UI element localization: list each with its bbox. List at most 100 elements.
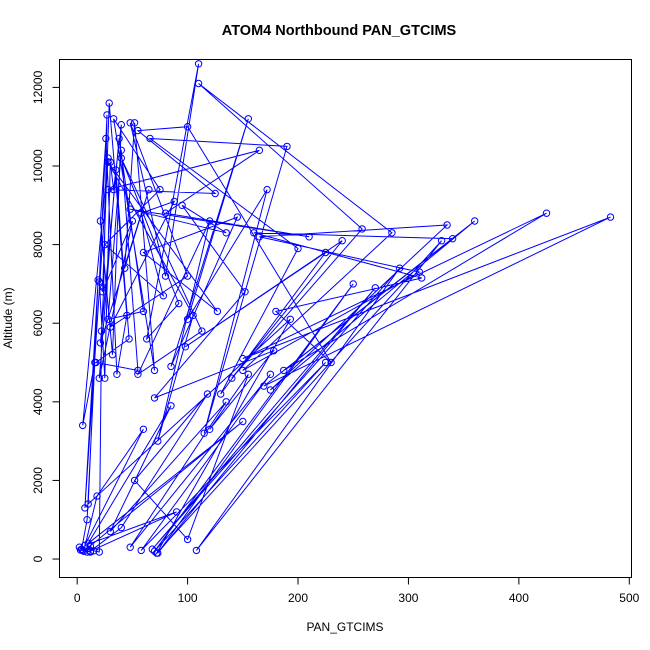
data-point [105,99,113,107]
data-point [448,235,457,243]
data-point [139,307,148,316]
data-point [241,288,249,296]
data-point [79,421,87,430]
data-point [181,343,190,351]
data-point [97,327,106,335]
data-point [266,370,275,378]
data-point [121,264,129,272]
data-point [93,492,101,500]
data-point [112,166,120,174]
data-point [106,323,115,331]
data-point [255,233,264,241]
data-point [137,209,145,217]
data-point [228,374,236,382]
x-tick-label: 500 [619,591,639,605]
data-point [126,543,134,551]
data-point [104,154,112,162]
x-axis-label: PAN_GTCIMS [306,620,383,634]
data-point [109,185,118,194]
data-point [117,154,126,162]
data-point [437,237,446,245]
data-point [321,358,330,367]
data-point [123,311,131,320]
data-point [213,307,222,316]
data-point [139,425,148,433]
data-point [250,229,258,237]
data-point [388,229,396,237]
data-point [130,476,139,485]
points-layer [75,60,615,557]
data-point [305,233,313,241]
data-point [327,358,335,367]
data-point [222,229,230,237]
y-tick-label: 4000 [31,388,45,415]
data-point [211,189,219,198]
data-point [104,158,112,166]
data-point [102,134,110,143]
data-point [161,209,170,217]
data-point [206,425,214,433]
data-point [283,142,291,151]
data-point [98,288,107,296]
x-tick-label: 200 [288,591,308,605]
data-point [154,437,162,445]
data-point [134,370,142,378]
data-point [266,386,275,394]
data-point [106,158,115,166]
data-point [95,548,104,556]
data-point [76,546,85,554]
data-point [194,79,203,88]
data-point [77,545,86,553]
data-point [606,213,615,221]
data-point [145,185,153,194]
data-point [150,366,159,375]
data-point [167,362,175,371]
y-tick-label: 6000 [31,310,45,337]
data-point [222,398,230,406]
series-line-0 [79,63,611,554]
data-point [81,504,89,512]
y-tick-label: 2000 [31,467,45,494]
data-point [443,221,451,229]
data-point [96,339,105,347]
x-tick-label: 0 [74,591,81,605]
data-point [358,225,366,233]
data-point [91,358,99,367]
data-point [95,374,104,382]
data-point [159,292,168,300]
x-tick-label: 400 [509,591,529,605]
data-point [542,209,551,217]
y-tick-label: 0 [31,555,45,562]
data-point [239,366,247,375]
data-point [126,119,134,127]
data-point [270,347,278,355]
y-axis-label: Altitude (m) [1,287,15,348]
data-point [161,272,170,280]
data-point [167,402,175,410]
y-tick-label: 10000 [31,149,45,183]
data-point [263,185,271,194]
data-point [84,539,92,547]
data-point [101,240,109,249]
data-point [255,146,264,155]
data-point [150,394,159,402]
data-point [156,185,164,194]
data-point [294,244,302,253]
data-point [109,115,118,123]
data-point [153,549,161,557]
data-point [95,278,104,286]
data-point [90,547,98,555]
x-axis: 0 100 200 300 400 500 [74,577,640,605]
x-tick-label: 300 [398,591,418,605]
data-point [143,335,151,343]
series-layer [79,63,611,554]
data-point [183,315,192,323]
data-point [206,217,214,225]
data-point [104,185,112,194]
data-point [103,111,111,119]
data-point [106,527,115,536]
y-axis: 0 2000 4000 6000 8000 10000 12000 [31,70,60,562]
data-point [117,146,126,155]
data-point [115,134,123,143]
